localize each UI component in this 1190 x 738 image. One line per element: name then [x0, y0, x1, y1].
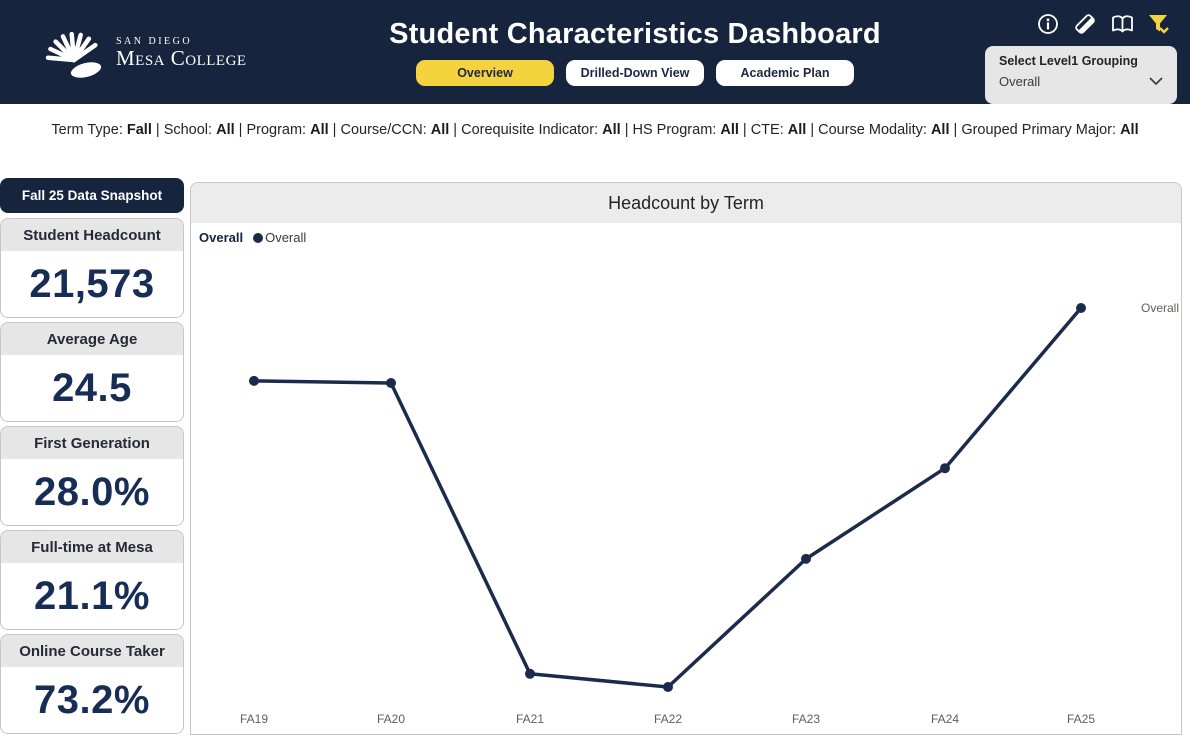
level1-grouping-slicer: Select Level1 Grouping Overall [985, 46, 1177, 104]
legend-dot-icon [253, 232, 264, 243]
x-axis-label: FA19 [240, 712, 268, 726]
kpi-title: Student Headcount [1, 219, 183, 251]
kpi-title: Average Age [1, 323, 183, 355]
book-icon[interactable] [1109, 11, 1135, 37]
kpi-card: Online Course Taker 73.2% [0, 634, 184, 734]
app-header: SAN DIEGO Mesa College Student Character… [0, 0, 1190, 104]
series-end-label: Overall [1141, 301, 1179, 315]
kpi-card: Full-time at Mesa 21.1% [0, 530, 184, 630]
data-point-fa19[interactable] [249, 375, 259, 386]
x-axis-label: FA23 [792, 712, 820, 726]
x-axis-label: FA20 [377, 712, 405, 726]
kpi-card: Average Age 24.5 [0, 322, 184, 422]
tab-academic-plan[interactable]: Academic Plan [716, 60, 854, 86]
grouping-select-value: Overall [999, 74, 1041, 89]
header-toolbar [1035, 11, 1172, 37]
mesa-college-logo: SAN DIEGO Mesa College [44, 22, 294, 84]
chart-title: Headcount by Term [191, 183, 1181, 223]
info-icon[interactable] [1035, 11, 1061, 37]
kpi-value: 28.0% [34, 470, 150, 514]
legend-item-label: Overall [265, 230, 307, 245]
snapshot-header: Fall 25 Data Snapshot [0, 178, 184, 213]
active-filters-summary: Term Type: Fall | School: All | Program:… [51, 122, 1139, 138]
data-point-fa25[interactable] [1076, 303, 1086, 313]
data-point-fa22[interactable] [663, 682, 673, 692]
logo-shell-icon [45, 31, 105, 81]
eraser-icon[interactable] [1072, 11, 1098, 37]
kpi-value: 21.1% [34, 574, 150, 618]
nav-tabs: Overview Drilled-Down View Academic Plan [40, 60, 1190, 86]
chevron-down-icon [1149, 77, 1163, 86]
kpi-title: Online Course Taker [1, 635, 183, 667]
tab-drilled-down-view[interactable]: Drilled-Down View [566, 60, 704, 86]
grouping-slicer-label: Select Level1 Grouping [999, 54, 1138, 68]
x-axis-label: FA24 [931, 712, 959, 726]
chart-plot-area[interactable]: Overall Overall FA19 FA20 FA21 FA22 FA23 FA24… [191, 223, 1181, 735]
x-axis-label: FA21 [516, 712, 544, 726]
x-axis-label: FA25 [1067, 712, 1095, 726]
legend-title: Overall [199, 230, 244, 245]
kpi-value: 73.2% [34, 678, 150, 722]
kpi-card: First Generation 28.0% [0, 426, 184, 526]
data-point-fa24[interactable] [940, 463, 950, 474]
kpi-title: First Generation [1, 427, 183, 459]
logo-text-san-diego: SAN DIEGO [116, 35, 193, 47]
line-chart-svg[interactable]: FA19 FA20 FA21 FA22 FA23 FA24 FA25 Overall [191, 223, 1181, 735]
grouping-select[interactable]: Overall [999, 74, 1163, 91]
filter-funnel-icon[interactable] [1146, 11, 1172, 37]
kpi-title: Full-time at Mesa [1, 531, 183, 563]
kpi-card: Student Headcount 21,573 [0, 218, 184, 318]
x-axis-label: FA22 [654, 712, 682, 726]
legend-item-overall[interactable]: Overall [253, 230, 306, 245]
data-point-fa20[interactable] [386, 378, 396, 388]
logo-text-mesa-college: Mesa College [116, 46, 247, 71]
kpi-value: 24.5 [52, 366, 132, 410]
tab-overview[interactable]: Overview [416, 60, 554, 86]
data-point-fa21[interactable] [525, 668, 535, 679]
kpi-column: Student Headcount 21,573 Average Age 24.… [0, 218, 185, 738]
headcount-chart-card: Headcount by Term Overall Overall FA19 FA… [190, 182, 1182, 735]
chart-legend: Overall Overall [199, 230, 306, 245]
data-point-fa23[interactable] [801, 553, 811, 564]
kpi-value: 21,573 [29, 262, 155, 306]
page-title: Student Characteristics Dashboard [389, 18, 881, 50]
